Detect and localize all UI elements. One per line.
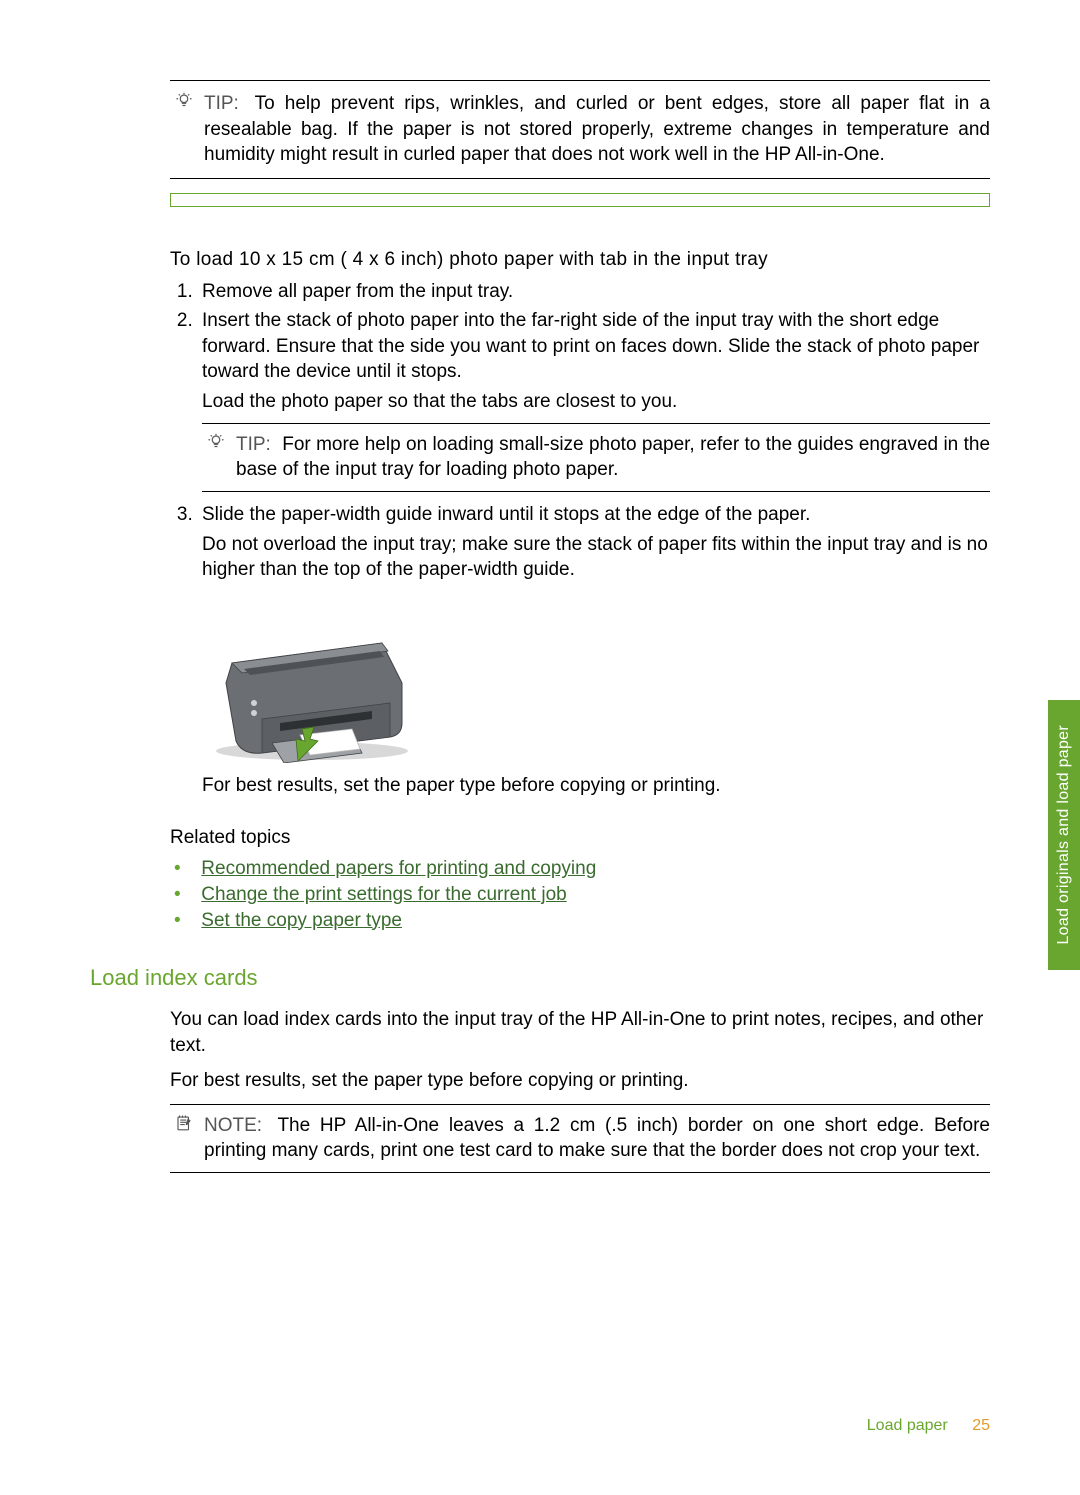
related-link-3[interactable]: Set the copy paper type [201, 910, 402, 931]
procedure-title: To load 10 x 15 cm ( 4 x 6 inch) photo p… [170, 247, 990, 273]
lightbulb-icon [174, 91, 194, 111]
after-figure-text: For best results, set the paper type bef… [202, 773, 990, 799]
step-2-p2: Load the photo paper so that the tabs ar… [202, 389, 990, 415]
page-number: 25 [972, 1417, 990, 1434]
step-1: Remove all paper from the input tray. [198, 279, 990, 305]
chapter-side-tab: Load originals and load paper [1048, 700, 1080, 970]
page-footer: Load paper 25 [867, 1417, 990, 1435]
step-3-p2: Do not overload the input tray; make sur… [202, 532, 990, 583]
related-topics-list: Recommended papers for printing and copy… [170, 856, 990, 933]
note-callout: NOTE: The HP All-in-One leaves a 1.2 cm … [170, 1104, 990, 1173]
list-item: Recommended papers for printing and copy… [174, 856, 990, 882]
list-item: Change the print settings for the curren… [174, 882, 990, 908]
note-label: NOTE: [204, 1115, 262, 1136]
inner-tip-callout: TIP: For more help on loading small-size… [202, 423, 990, 492]
inner-tip-body: For more help on loading small-size phot… [236, 434, 990, 481]
section2-p1: You can load index cards into the input … [170, 1007, 990, 1058]
note-text: NOTE: The HP All-in-One leaves a 1.2 cm … [204, 1113, 990, 1164]
list-item: Set the copy paper type [174, 908, 990, 934]
printer-illustration [202, 603, 422, 763]
tip-body: To help prevent rips, wrinkles, and curl… [204, 93, 990, 165]
notepad-icon [174, 1113, 194, 1133]
lightbulb-icon [206, 432, 226, 452]
tip-label: TIP: [204, 93, 239, 114]
step-2: Insert the stack of photo paper into the… [198, 308, 990, 492]
media-placeholder-box [170, 193, 990, 207]
related-topics-heading: Related topics [170, 825, 990, 851]
related-link-1[interactable]: Recommended papers for printing and copy… [201, 858, 596, 879]
inner-tip-label: TIP: [236, 434, 271, 455]
side-tab-label: Load originals and load paper [1055, 725, 1073, 945]
step-3: Slide the paper-width guide inward until… [198, 502, 990, 799]
section-heading-load-index-cards: Load index cards [90, 963, 990, 993]
tip-callout: TIP: To help prevent rips, wrinkles, and… [170, 80, 990, 179]
section2-p2: For best results, set the paper type bef… [170, 1068, 990, 1094]
note-body: The HP All-in-One leaves a 1.2 cm (.5 in… [204, 1115, 990, 1162]
manual-page: TIP: To help prevent rips, wrinkles, and… [0, 0, 1080, 1495]
content-column: TIP: To help prevent rips, wrinkles, and… [170, 80, 990, 1173]
related-link-2[interactable]: Change the print settings for the curren… [201, 884, 566, 905]
footer-section: Load paper [867, 1417, 948, 1434]
inner-tip-text: TIP: For more help on loading small-size… [236, 432, 990, 483]
step-2-p1: Insert the stack of photo paper into the… [202, 308, 990, 385]
procedure-steps: Remove all paper from the input tray. In… [170, 279, 990, 799]
step-3-p1: Slide the paper-width guide inward until… [202, 502, 990, 528]
tip-text: TIP: To help prevent rips, wrinkles, and… [204, 91, 990, 168]
step-1-text: Remove all paper from the input tray. [202, 281, 513, 302]
